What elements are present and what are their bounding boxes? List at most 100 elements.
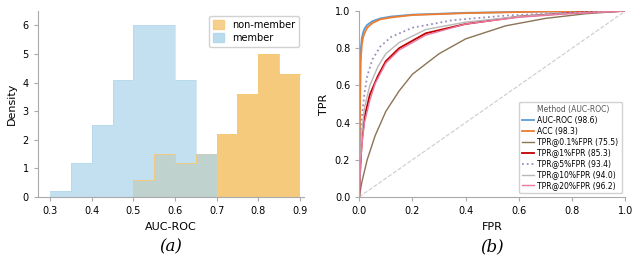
- Polygon shape: [51, 25, 217, 197]
- Legend: non-member, member: non-member, member: [209, 16, 299, 47]
- Polygon shape: [134, 54, 300, 197]
- TPR@20%FPR (96.2): [355, 196, 363, 199]
- TPR@1%FPR (85.3): [366, 93, 374, 96]
- TPR@5%FPR (93.4): [568, 11, 576, 14]
- TPR@10%FPR (94.0): [515, 15, 523, 18]
- TPR@5%FPR (93.4): [502, 14, 509, 17]
- TPR@20%FPR (96.2): [396, 48, 403, 52]
- Legend: Method (AUC-ROC), AUC-ROC (98.6), ACC (98.3), TPR@0.1%FPR (75.5), TPR@1%FPR (85.: Method (AUC-ROC), AUC-ROC (98.6), ACC (9…: [519, 102, 621, 193]
- TPR@5%FPR (93.4): [387, 35, 395, 39]
- TPR@5%FPR (93.4): [364, 74, 371, 78]
- AUC-ROC (98.6): [387, 15, 395, 18]
- TPR@5%FPR (93.4): [356, 140, 364, 143]
- Line: AUC-ROC (98.6): AUC-ROC (98.6): [359, 11, 625, 197]
- TPR@0.1%FPR (75.5): [358, 181, 365, 184]
- Text: (b): (b): [481, 238, 504, 255]
- X-axis label: AUC-ROC: AUC-ROC: [145, 222, 196, 232]
- ACC (98.3): [408, 14, 416, 17]
- AUC-ROC (98.6): [359, 31, 367, 34]
- TPR@5%FPR (93.4): [449, 19, 456, 22]
- X-axis label: FPR: FPR: [482, 222, 503, 232]
- Line: TPR@5%FPR (93.4): TPR@5%FPR (93.4): [359, 11, 625, 197]
- TPR@5%FPR (93.4): [361, 91, 369, 94]
- ACC (98.3): [364, 26, 371, 29]
- AUC-ROC (98.6): [377, 17, 385, 20]
- TPR@5%FPR (93.4): [358, 115, 365, 119]
- TPR@1%FPR (85.3): [382, 60, 390, 63]
- Y-axis label: TPR: TPR: [319, 93, 329, 115]
- Line: TPR@10%FPR (94.0): TPR@10%FPR (94.0): [359, 11, 625, 197]
- Y-axis label: Density: Density: [7, 83, 17, 125]
- TPR@10%FPR (94.0): [366, 84, 374, 87]
- TPR@1%FPR (85.3): [374, 74, 381, 78]
- TPR@10%FPR (94.0): [358, 130, 365, 134]
- ACC (98.3): [359, 35, 367, 39]
- TPR@0.1%FPR (75.5): [462, 37, 470, 40]
- AUC-ROC (98.6): [369, 20, 376, 23]
- TPR@20%FPR (96.2): [361, 121, 369, 124]
- Line: ACC (98.3): ACC (98.3): [359, 11, 625, 197]
- TPR@0.1%FPR (75.5): [435, 52, 443, 55]
- TPR@5%FPR (93.4): [408, 26, 416, 29]
- Text: (a): (a): [159, 238, 182, 255]
- ACC (98.3): [356, 61, 364, 65]
- TPR@20%FPR (96.2): [462, 22, 470, 26]
- ACC (98.3): [621, 9, 629, 13]
- ACC (98.3): [462, 12, 470, 15]
- TPR@10%FPR (94.0): [361, 106, 369, 109]
- TPR@20%FPR (96.2): [621, 9, 629, 13]
- TPR@0.1%FPR (75.5): [355, 196, 363, 199]
- Line: TPR@0.1%FPR (75.5): TPR@0.1%FPR (75.5): [359, 11, 625, 197]
- AUC-ROC (98.6): [408, 13, 416, 16]
- AUC-ROC (98.6): [361, 27, 369, 30]
- TPR@10%FPR (94.0): [355, 196, 363, 199]
- TPR@10%FPR (94.0): [462, 20, 470, 24]
- TPR@1%FPR (85.3): [356, 162, 364, 165]
- AUC-ROC (98.6): [462, 11, 470, 14]
- TPR@5%FPR (93.4): [377, 45, 385, 48]
- Line: TPR@20%FPR (96.2): TPR@20%FPR (96.2): [359, 11, 625, 197]
- AUC-ROC (98.6): [621, 9, 629, 13]
- TPR@0.1%FPR (75.5): [541, 17, 549, 20]
- TPR@20%FPR (96.2): [515, 16, 523, 19]
- ACC (98.3): [377, 18, 385, 21]
- TPR@10%FPR (94.0): [382, 52, 390, 55]
- AUC-ROC (98.6): [541, 10, 549, 13]
- AUC-ROC (98.6): [364, 23, 371, 27]
- TPR@20%FPR (96.2): [366, 99, 374, 102]
- TPR@1%FPR (85.3): [515, 15, 523, 18]
- TPR@20%FPR (96.2): [422, 34, 429, 37]
- TPR@1%FPR (85.3): [422, 32, 429, 35]
- TPR@5%FPR (93.4): [369, 58, 376, 61]
- TPR@10%FPR (94.0): [374, 65, 381, 68]
- ACC (98.3): [387, 16, 395, 19]
- TPR@10%FPR (94.0): [621, 9, 629, 13]
- TPR@5%FPR (93.4): [621, 9, 629, 13]
- TPR@1%FPR (85.3): [621, 9, 629, 13]
- TPR@10%FPR (94.0): [396, 41, 403, 44]
- TPR@0.1%FPR (75.5): [408, 73, 416, 76]
- TPR@0.1%FPR (75.5): [382, 110, 390, 113]
- TPR@10%FPR (94.0): [568, 12, 576, 15]
- TPR@0.1%FPR (75.5): [396, 89, 403, 93]
- TPR@1%FPR (85.3): [568, 11, 576, 14]
- AUC-ROC (98.6): [356, 50, 364, 53]
- TPR@20%FPR (96.2): [568, 12, 576, 15]
- TPR@20%FPR (96.2): [356, 162, 364, 165]
- TPR@1%FPR (85.3): [462, 22, 470, 26]
- TPR@0.1%FPR (75.5): [621, 9, 629, 13]
- TPR@20%FPR (96.2): [382, 61, 390, 65]
- TPR@1%FPR (85.3): [358, 140, 365, 143]
- Line: TPR@1%FPR (85.3): TPR@1%FPR (85.3): [359, 11, 625, 197]
- ACC (98.3): [361, 32, 369, 35]
- ACC (98.3): [369, 22, 376, 25]
- TPR@1%FPR (85.3): [355, 196, 363, 199]
- AUC-ROC (98.6): [355, 196, 363, 199]
- TPR@10%FPR (94.0): [422, 28, 429, 31]
- TPR@1%FPR (85.3): [396, 47, 403, 50]
- TPR@0.1%FPR (75.5): [502, 24, 509, 27]
- ACC (98.3): [355, 196, 363, 199]
- TPR@5%FPR (93.4): [355, 196, 363, 199]
- ACC (98.3): [358, 43, 365, 46]
- ACC (98.3): [541, 10, 549, 13]
